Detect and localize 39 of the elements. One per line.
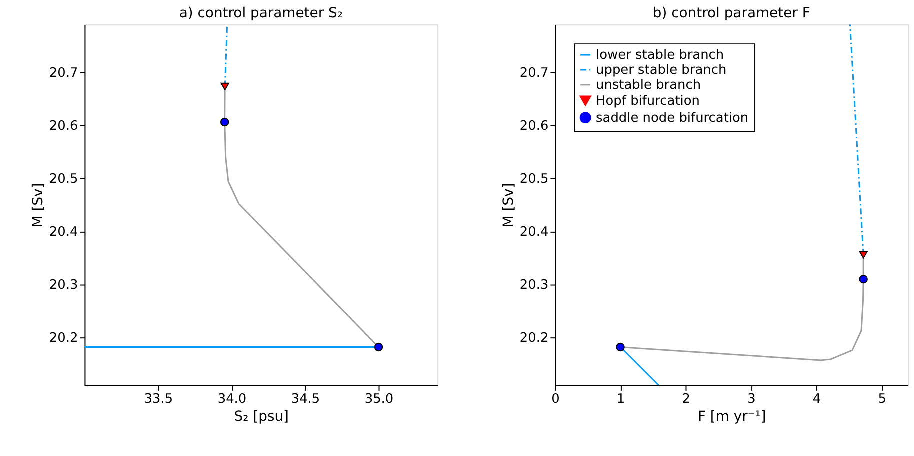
x-tick-label: 4	[812, 392, 822, 407]
x-tick-label: 34.5	[291, 392, 320, 407]
y-tick-label: 20.2	[520, 331, 549, 346]
point	[859, 251, 868, 259]
legend-label: saddle node bifurcation	[596, 110, 749, 126]
x-axis-title: F [m yr⁻¹]	[698, 408, 766, 425]
x-tick-label: 0	[552, 392, 560, 407]
point	[616, 342, 625, 352]
y-tick-label: 20.4	[49, 225, 78, 240]
x-tick-label: 2	[682, 392, 690, 407]
legend-label: Hopf bifurcation	[596, 94, 700, 109]
legend-label: unstable branch	[596, 78, 702, 93]
point	[220, 82, 230, 91]
x-tick-label: 1	[616, 392, 626, 407]
y-tick-label: 20.6	[49, 118, 78, 134]
y-axis-title: M [Sv]	[30, 183, 46, 228]
x-tick-label: 35.0	[364, 392, 394, 407]
chart-title: a) control parameter S₂	[179, 6, 343, 22]
x-axis-title: S₂ [psu]	[234, 408, 289, 425]
legend-label: lower stable branch	[596, 48, 724, 64]
x-tick-label: 33.5	[144, 392, 174, 407]
y-tick-label: 20.6	[520, 118, 549, 134]
y-tick-label: 20.7	[520, 66, 549, 81]
y-tick-label: 20.3	[520, 278, 549, 294]
x-tick-label: 34.0	[218, 392, 247, 407]
y-tick-label: 20.3	[49, 278, 78, 294]
y-tick-label: 20.7	[49, 66, 78, 81]
y-axis-title: M [Sv]	[500, 183, 517, 228]
y-tick-label: 20.5	[520, 172, 549, 187]
point	[374, 342, 384, 352]
point	[859, 274, 868, 284]
chart-title: b) control parameter F	[652, 6, 810, 22]
point	[220, 118, 230, 127]
x-tick-label: 5	[878, 392, 886, 407]
legend-label: upper stable branch	[596, 62, 727, 78]
y-tick-label: 20.4	[520, 225, 549, 240]
x-tick-label: 3	[748, 392, 756, 407]
y-tick-label: 20.2	[49, 331, 78, 346]
y-tick-label: 20.5	[49, 172, 78, 187]
